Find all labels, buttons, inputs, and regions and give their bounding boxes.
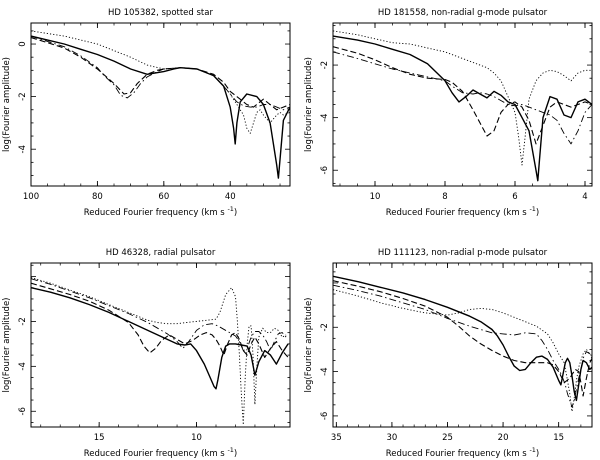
x-axis-label-exponent: -1 [227, 205, 233, 213]
x-tick-label: 10 [191, 433, 202, 443]
x-tick-label: 8 [442, 192, 447, 202]
y-tick-label: -2 [18, 317, 28, 325]
x-axis-label-exponent: -1 [529, 205, 535, 213]
y-tick-label: -6 [320, 412, 330, 420]
series-line-dash-dot [333, 51, 592, 145]
series-line-solid [31, 35, 290, 179]
y-axis-label: log(Fourier amplitude) [304, 298, 314, 393]
x-tick-label: 40 [225, 192, 236, 202]
x-axis-label-exponent: -1 [227, 446, 233, 454]
series-line-dashed [333, 46, 592, 145]
y-tick-label: -4 [18, 145, 28, 153]
y-tick-label: -2 [320, 61, 330, 69]
y-tick-label: -6 [320, 166, 330, 174]
chart-title: HD 111123, non-radial p-mode pulsator [378, 248, 548, 258]
x-tick-label: 80 [92, 192, 103, 202]
x-axis-label-close: ) [536, 208, 539, 218]
x-tick-label: 25 [442, 433, 453, 443]
x-tick-label: 15 [94, 433, 105, 443]
series-line-solid [31, 287, 289, 390]
x-axis-label-close: ) [234, 449, 237, 459]
chart-title: HD 181558, non-radial g-mode pulsator [378, 8, 548, 18]
series-line-dashed [31, 36, 290, 111]
x-axis-label: Reduced Fourier frequency (km s -1) [386, 205, 540, 218]
y-tick-label: -6 [18, 407, 28, 415]
series-line-dotted [333, 30, 592, 166]
series-line-solid [333, 35, 592, 182]
x-axis-label-text: Reduced Fourier frequency (km s [386, 208, 530, 218]
series-line-dotted [333, 289, 592, 412]
y-tick-label: -4 [320, 113, 330, 121]
x-axis-label-close: ) [234, 208, 237, 218]
series-line-dashed [333, 280, 592, 397]
chart-title: HD 105382, spotted star [108, 8, 213, 18]
series-line-solid [333, 275, 592, 402]
y-tick-label: -4 [18, 362, 28, 370]
x-tick-label: 4 [582, 192, 587, 202]
x-tick-label: 35 [331, 433, 342, 443]
y-tick-label: -2 [18, 92, 28, 100]
plot-frame [332, 262, 593, 428]
x-axis-label-exponent: -1 [529, 446, 535, 454]
chart-title: HD 46328, radial pulsator [106, 248, 216, 258]
x-tick-label: 60 [158, 192, 169, 202]
x-tick-label: 30 [387, 433, 398, 443]
x-tick-label: 15 [553, 433, 564, 443]
plot-frame [30, 22, 291, 187]
series-line-dashed [31, 282, 289, 358]
chart-panel: HD 181558, non-radial g-mode pulsator Red… [304, 8, 593, 218]
x-axis-label: Reduced Fourier frequency (km s -1) [386, 446, 540, 459]
series-line-dash-dot [333, 284, 592, 408]
series-line-dotted [31, 30, 290, 134]
x-tick-label: 100 [23, 192, 39, 202]
chart-panel: HD 46328, radial pulsator Reduced Fourier… [2, 248, 291, 459]
y-tick-label: -4 [320, 367, 330, 375]
series-line-dash-dot [31, 278, 287, 352]
plot-frame [30, 262, 291, 428]
y-axis-label: log(Fourier amplitude) [2, 298, 12, 393]
chart-panel: HD 111123, non-radial p-mode pulsator Red… [304, 248, 593, 459]
x-tick-label: 10 [370, 192, 381, 202]
x-axis-label-text: Reduced Fourier frequency (km s [386, 449, 530, 459]
x-axis-label: Reduced Fourier frequency (km s -1) [84, 205, 238, 218]
x-tick-label: 6 [512, 192, 517, 202]
series-line-dash-dot [31, 35, 290, 111]
x-axis-label: Reduced Fourier frequency (km s -1) [84, 446, 238, 459]
x-axis-label-text: Reduced Fourier frequency (km s [84, 449, 228, 459]
y-axis-label: log(Fourier amplitude) [304, 57, 314, 152]
x-axis-label-text: Reduced Fourier frequency (km s [84, 208, 228, 218]
y-axis-label: log(Fourier amplitude) [2, 57, 12, 152]
x-axis-label-close: ) [536, 449, 539, 459]
y-tick-label: -2 [320, 323, 330, 331]
x-tick-label: 20 [498, 433, 509, 443]
chart-panel: HD 105382, spotted star Reduced Fourier f… [2, 8, 291, 218]
series-line-dotted [31, 277, 287, 426]
y-tick-label: 0 [18, 41, 28, 46]
